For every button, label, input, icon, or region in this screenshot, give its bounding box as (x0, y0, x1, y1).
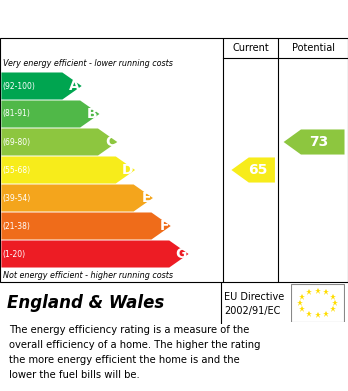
Text: B: B (87, 107, 98, 121)
Text: Not energy efficient - higher running costs: Not energy efficient - higher running co… (3, 271, 174, 280)
Text: G: G (175, 247, 187, 261)
Text: Energy Efficiency Rating: Energy Efficiency Rating (5, 11, 215, 27)
Text: 65: 65 (248, 163, 267, 177)
Polygon shape (1, 100, 100, 127)
Polygon shape (1, 129, 117, 156)
Polygon shape (1, 72, 82, 100)
Polygon shape (1, 185, 153, 212)
Polygon shape (231, 158, 275, 183)
Text: F: F (159, 219, 169, 233)
Text: England & Wales: England & Wales (7, 294, 164, 312)
Text: The energy efficiency rating is a measure of the
overall efficiency of a home. T: The energy efficiency rating is a measur… (9, 325, 260, 380)
Text: (69-80): (69-80) (3, 138, 31, 147)
Text: Current: Current (232, 43, 269, 53)
Text: Very energy efficient - lower running costs: Very energy efficient - lower running co… (3, 59, 173, 68)
Text: (21-38): (21-38) (3, 221, 31, 231)
Text: (55-68): (55-68) (3, 165, 31, 174)
Text: (81-91): (81-91) (3, 109, 31, 118)
Text: (39-54): (39-54) (3, 194, 31, 203)
Polygon shape (1, 240, 189, 267)
Text: E: E (142, 191, 151, 205)
Text: (92-100): (92-100) (3, 81, 35, 90)
Text: EU Directive: EU Directive (224, 292, 285, 302)
Text: 73: 73 (309, 135, 328, 149)
Text: 2002/91/EC: 2002/91/EC (224, 305, 281, 316)
Text: (1-20): (1-20) (3, 249, 26, 258)
Text: D: D (122, 163, 133, 177)
Text: Potential: Potential (292, 43, 335, 53)
Polygon shape (1, 212, 171, 240)
Polygon shape (284, 129, 345, 154)
Text: A: A (69, 79, 80, 93)
Polygon shape (1, 156, 135, 183)
Text: C: C (105, 135, 116, 149)
